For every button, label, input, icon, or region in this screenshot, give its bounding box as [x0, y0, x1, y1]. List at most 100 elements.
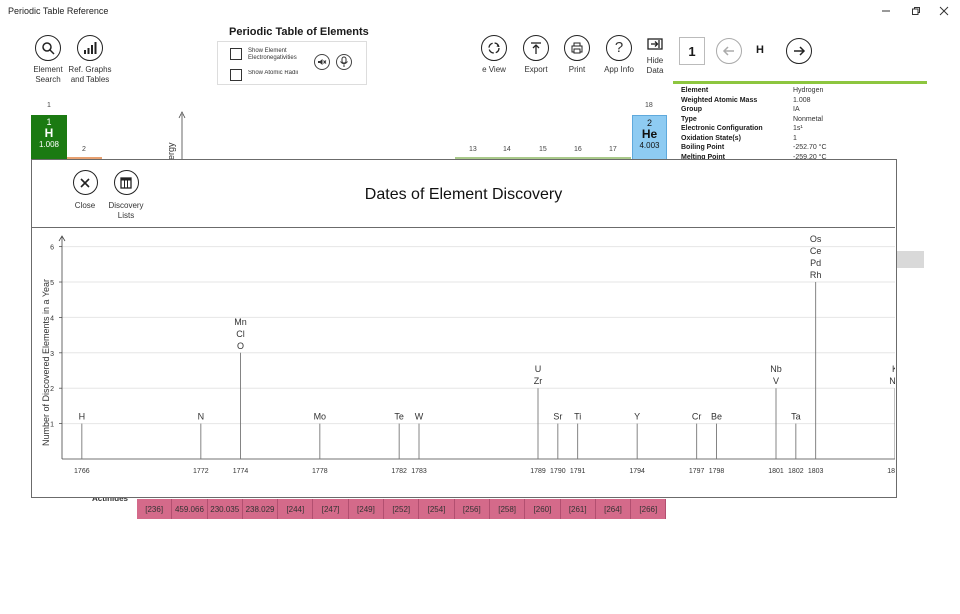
element-label: Ti — [574, 412, 581, 422]
element-search-button[interactable]: Element Search — [30, 35, 66, 85]
data-panel-accent — [673, 81, 927, 84]
actinide-cell[interactable]: 238.029 — [242, 499, 279, 519]
group-label: 13 — [469, 146, 477, 153]
x-tick-label: 1778 — [312, 468, 328, 475]
element-label: Sr — [553, 412, 562, 422]
element-label: O — [237, 341, 244, 351]
x-tick-label: 1802 — [788, 468, 804, 475]
mute-button[interactable] — [314, 54, 330, 70]
hide-data-button[interactable]: Hide Data — [641, 38, 669, 76]
microphone-button[interactable] — [336, 54, 352, 70]
dialog-close-button[interactable]: Close — [69, 170, 101, 211]
data-value: 1 — [793, 134, 797, 142]
element-label: Cr — [692, 412, 702, 422]
element-cell-hydrogen[interactable]: 1 H 1.008 — [31, 115, 67, 160]
export-label: Export — [524, 65, 548, 74]
microphone-icon — [340, 56, 348, 67]
previous-element-button[interactable] — [716, 38, 742, 64]
data-key: Type — [681, 115, 697, 123]
element-search-label-2: Search — [35, 75, 61, 84]
data-value: -259.20 °C — [793, 153, 827, 161]
actinide-cell[interactable]: [247] — [313, 499, 349, 519]
element-label: Rh — [810, 270, 822, 280]
data-value: 1.008 — [793, 96, 811, 104]
actinide-cell[interactable]: 459.066 — [172, 499, 208, 519]
actinide-cell[interactable]: [236] — [137, 499, 173, 519]
group-label: 14 — [503, 146, 511, 153]
dialog-title: Dates of Element Discovery — [364, 186, 563, 203]
data-key: Boiling Point — [681, 144, 725, 151]
group-label: 1 — [47, 102, 51, 109]
close-x-icon — [72, 170, 98, 195]
element-label: Be — [711, 412, 722, 422]
element-label: Os — [810, 234, 822, 244]
group-label: 16 — [574, 146, 582, 153]
data-key: Electronic Configuration — [681, 125, 763, 132]
y-tick-label: 3 — [50, 351, 54, 358]
actinide-cell[interactable]: [266] — [631, 499, 667, 519]
hide-data-label-2: Data — [646, 66, 664, 75]
actinide-cell[interactable]: [264] — [595, 499, 632, 519]
x-tick-label: 1803 — [808, 468, 824, 475]
y-tick-label: 5 — [50, 280, 54, 287]
x-tick-label: 1774 — [233, 468, 249, 475]
data-key: Weighted Atomic Mass — [681, 96, 758, 104]
view-label: e View — [482, 65, 506, 74]
hide-data-label-1: Hide — [646, 56, 664, 65]
x-tick-label: 1766 — [74, 468, 90, 475]
app-info-button[interactable]: ? App Info — [601, 35, 637, 75]
element-label: Na — [889, 376, 895, 386]
list-table-icon — [113, 170, 139, 195]
arrow-left-icon — [722, 46, 734, 56]
atomic-number: 1 — [46, 117, 52, 127]
actinide-cell[interactable]: [254] — [419, 499, 455, 519]
actinide-cell[interactable]: [256] — [454, 499, 490, 519]
element-label: Ta — [791, 412, 801, 422]
discovery-dialog: Close Discovery Lists Dates of Element D… — [31, 159, 897, 498]
actinide-cell[interactable]: [249] — [348, 499, 385, 519]
group-label: 17 — [609, 146, 617, 153]
actinide-cell[interactable]: [252] — [384, 499, 420, 519]
x-tick-label: 1791 — [570, 468, 586, 475]
export-button[interactable]: Export — [520, 35, 552, 75]
actinide-cell[interactable]: [244] — [278, 499, 314, 519]
actinide-cell[interactable]: [261] — [560, 499, 596, 519]
element-cell-helium[interactable]: 2 He 4.003 — [632, 115, 667, 160]
ref-graphs-button[interactable]: Ref. Graphs and Tables — [68, 35, 112, 85]
print-label: Print — [568, 65, 586, 74]
atomic-radii-checkbox[interactable] — [230, 69, 242, 81]
element-label: Zr — [534, 376, 543, 386]
element-search-label-1: Element — [33, 65, 63, 74]
discovery-lists-button[interactable]: Discovery Lists — [106, 170, 146, 221]
data-key: Oxidation State(s) — [681, 134, 741, 142]
close-window-button[interactable] — [928, 0, 960, 22]
minimize-icon — [882, 10, 890, 12]
actinides-row: [236] 459.066 230.035 238.029 [244] [247] [249… — [137, 499, 667, 519]
y-axis-arrow — [58, 235, 66, 242]
actinide-cell[interactable]: [260] — [525, 499, 561, 519]
electronegativity-checkbox[interactable] — [230, 48, 242, 60]
x-tick-label: 1782 — [391, 468, 407, 475]
side-scroll-tab[interactable] — [897, 251, 924, 268]
app-title: Periodic Table Reference — [8, 6, 109, 16]
minimize-button[interactable] — [870, 0, 902, 22]
y-tick-label: 6 — [50, 245, 54, 252]
y-axis-label: Number of Discovered Elements in a Year — [41, 279, 51, 446]
print-button[interactable]: Print — [561, 35, 593, 75]
actinide-cell[interactable]: [258] — [489, 499, 526, 519]
y-tick-label: 1 — [50, 422, 54, 429]
atomic-number: 2 — [646, 118, 652, 128]
print-icon — [564, 35, 590, 61]
next-element-button[interactable] — [786, 38, 812, 64]
atomic-weight: 4.003 — [639, 141, 660, 150]
element-label: Te — [394, 412, 404, 422]
cell-edge — [67, 157, 102, 159]
x-tick-label: 1794 — [629, 468, 645, 475]
bar-chart-icon — [77, 35, 103, 61]
restore-button[interactable] — [900, 0, 932, 22]
group-label: 18 — [645, 102, 653, 109]
element-number-input[interactable]: 1 — [679, 37, 705, 65]
view-button[interactable]: e View — [478, 35, 510, 75]
element-label: N — [198, 412, 205, 422]
actinide-cell[interactable]: 230.035 — [207, 499, 243, 519]
